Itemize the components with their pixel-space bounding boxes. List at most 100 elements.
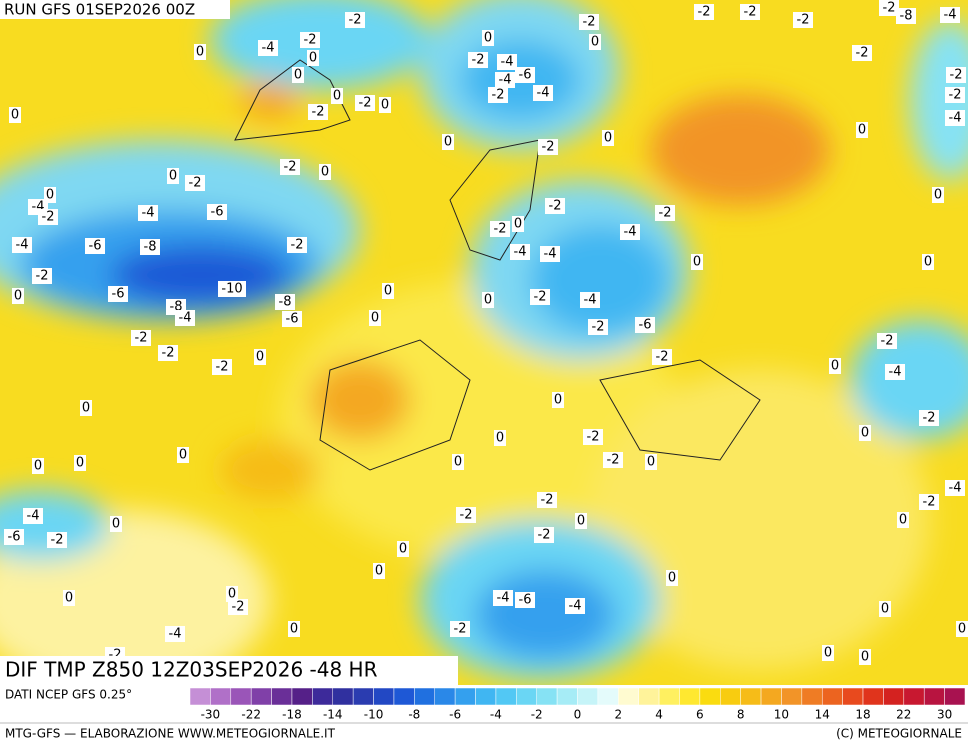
contour-label: 0 bbox=[169, 169, 177, 184]
label-box bbox=[23, 508, 43, 524]
label-box bbox=[379, 97, 391, 113]
contour-label: -8 bbox=[279, 295, 292, 310]
contour-label: 0 bbox=[484, 293, 492, 308]
label-box bbox=[80, 400, 92, 416]
contour-label: 0 bbox=[309, 51, 317, 66]
contour-label: 0 bbox=[76, 456, 84, 471]
label-box bbox=[9, 107, 21, 123]
contour-label: -6 bbox=[8, 530, 21, 545]
scale-swatch bbox=[189, 687, 211, 706]
label-box bbox=[645, 454, 657, 470]
scale-swatch bbox=[842, 687, 864, 706]
footer-left: MTG-GFS — ELABORAZIONE WWW.METEOGIORNALE… bbox=[5, 727, 336, 741]
scale-swatch bbox=[454, 687, 476, 706]
scale-label: 2 bbox=[614, 708, 622, 722]
contour-label: -4 bbox=[497, 591, 510, 606]
label-box bbox=[694, 4, 714, 20]
label-box bbox=[602, 130, 614, 146]
label-box bbox=[897, 512, 909, 528]
label-box bbox=[552, 392, 564, 408]
contour-label: 0 bbox=[831, 359, 839, 374]
label-box bbox=[580, 292, 600, 308]
contour-label: -4 bbox=[889, 365, 902, 380]
label-box bbox=[275, 294, 295, 310]
label-box bbox=[533, 85, 553, 101]
scale-label: -10 bbox=[364, 708, 384, 722]
color-scale: -30 -22 -18 -14 -10 -8 -6 -4 -2 0 2 4 6 8 10 14 18 22 30 bbox=[189, 687, 966, 722]
contour-label: -2 bbox=[42, 210, 55, 225]
label-box bbox=[226, 586, 238, 602]
label-box bbox=[194, 44, 206, 60]
contour-label: 0 bbox=[34, 459, 42, 474]
label-box bbox=[175, 310, 195, 326]
scale-label: -18 bbox=[282, 708, 302, 722]
contour-label: -4 bbox=[16, 238, 29, 253]
label-box bbox=[292, 67, 304, 83]
contour-label: 0 bbox=[554, 393, 562, 408]
label-box bbox=[515, 67, 535, 83]
contour-label: 0 bbox=[604, 131, 612, 146]
label-box bbox=[603, 452, 623, 468]
label-box bbox=[452, 454, 464, 470]
label-box bbox=[852, 45, 872, 61]
label-box bbox=[32, 458, 44, 474]
label-box bbox=[919, 410, 939, 426]
contour-label: 0 bbox=[82, 401, 90, 416]
contour-label: -6 bbox=[639, 318, 652, 333]
label-box bbox=[85, 238, 105, 254]
label-box bbox=[108, 286, 128, 302]
contour-label: -2 bbox=[698, 5, 711, 20]
label-box bbox=[859, 425, 871, 441]
scale-swatch bbox=[373, 687, 395, 706]
contour-label: -2 bbox=[460, 508, 473, 523]
contour-label: -6 bbox=[519, 68, 532, 83]
label-box bbox=[165, 626, 185, 642]
contour-label: 0 bbox=[46, 188, 54, 203]
run-box bbox=[0, 0, 230, 19]
label-box bbox=[829, 358, 841, 374]
contour-label: 0 bbox=[924, 255, 932, 270]
scale-swatch bbox=[271, 687, 293, 706]
contour-label: -2 bbox=[542, 140, 555, 155]
contour-label: 0 bbox=[484, 31, 492, 46]
contour-label: 0 bbox=[861, 426, 869, 441]
label-box bbox=[280, 159, 300, 175]
contour-label: -2 bbox=[592, 320, 605, 335]
contour-label: -2 bbox=[950, 68, 963, 83]
label-box bbox=[922, 254, 934, 270]
scale-swatch bbox=[923, 687, 945, 706]
label-box bbox=[655, 205, 675, 221]
scale-swatch bbox=[250, 687, 272, 706]
title-box bbox=[0, 656, 458, 685]
scale-swatch bbox=[312, 687, 334, 706]
contour-label: -2 bbox=[472, 53, 485, 68]
label-box bbox=[228, 599, 248, 615]
contour-label: 0 bbox=[958, 622, 966, 637]
scale-swatch bbox=[781, 687, 803, 706]
contour-label: 0 bbox=[858, 123, 866, 138]
contour-label: 0 bbox=[256, 350, 264, 365]
label-box bbox=[382, 283, 394, 299]
scale-swatch bbox=[291, 687, 313, 706]
contour-label: 0 bbox=[454, 455, 462, 470]
label-box bbox=[510, 244, 530, 260]
contour-label: 0 bbox=[228, 587, 236, 602]
scale-swatch bbox=[679, 687, 701, 706]
contour-label: -6 bbox=[211, 205, 224, 220]
label-box bbox=[258, 40, 278, 56]
contour-label: 0 bbox=[881, 602, 889, 617]
scale-swatch bbox=[332, 687, 354, 706]
label-box bbox=[530, 289, 550, 305]
label-box bbox=[218, 281, 246, 297]
label-box bbox=[666, 570, 678, 586]
contour-label: -6 bbox=[112, 287, 125, 302]
label-box bbox=[140, 239, 160, 255]
scale-label: -4 bbox=[490, 708, 502, 722]
scale-label: -22 bbox=[241, 708, 261, 722]
contour-label: -2 bbox=[881, 334, 894, 349]
label-box bbox=[456, 507, 476, 523]
contour-label: -4 bbox=[27, 509, 40, 524]
label-box bbox=[369, 310, 381, 326]
contour-label: -4 bbox=[949, 111, 962, 126]
contour-label: 0 bbox=[14, 289, 22, 304]
